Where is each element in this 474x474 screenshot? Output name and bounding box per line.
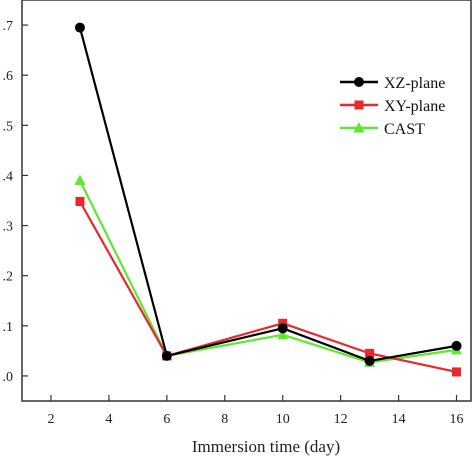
x-tick-label: 6	[163, 412, 170, 427]
series-xz-plane	[74, 22, 462, 366]
x-tick-label: 12	[334, 412, 348, 427]
data-point	[364, 355, 375, 366]
data-point	[451, 340, 462, 351]
y-tick-label: .4	[3, 169, 14, 184]
y-tick-label: .0	[3, 370, 14, 385]
x-tick-label: 14	[392, 412, 406, 427]
plot-area: .0 .1 .2 .3 .4 .5 .6 .7 2 4 6 8 10 12 14 16	[3, 0, 472, 427]
data-point	[74, 22, 85, 33]
y-tick-label: .7	[3, 19, 14, 34]
data-point	[161, 350, 172, 361]
y-tick-label: .2	[3, 270, 14, 285]
legend-swatch-marker	[354, 77, 364, 87]
legend-label: XY-plane	[384, 98, 445, 115]
legend-label: CAST	[384, 121, 425, 138]
x-tick-label: 10	[276, 412, 290, 427]
data-point	[74, 174, 86, 185]
y-tick-label: .1	[3, 320, 14, 335]
series-cast	[74, 174, 463, 367]
x-tick-label: 8	[221, 412, 228, 427]
legend-item: XZ-plane	[340, 75, 445, 92]
data-point	[277, 328, 289, 340]
data-point	[75, 197, 85, 207]
x-axis-title: Immersion time (day)	[192, 437, 340, 456]
y-tick-label: .6	[3, 69, 14, 84]
legend-item: XY-plane	[340, 98, 445, 115]
x-axis: 2 4 6 8 10 12 14 16	[47, 395, 464, 427]
series-layer	[74, 22, 463, 377]
legend-swatch-marker	[353, 122, 365, 133]
y-axis: .0 .1 .2 .3 .4 .5 .6 .7	[3, 19, 28, 385]
x-tick-label: 16	[450, 412, 464, 427]
series-line	[78, 179, 457, 364]
y-tick-label: .3	[3, 220, 14, 235]
legend: XZ-plane XY-plane CAST	[340, 75, 445, 138]
legend-swatch-marker	[354, 100, 364, 110]
legend-label: XZ-plane	[384, 75, 445, 92]
data-point	[278, 318, 288, 328]
series-line	[78, 200, 457, 374]
data-point	[452, 367, 462, 377]
y-tick-label: .5	[3, 119, 14, 134]
legend-item: CAST	[340, 121, 425, 138]
data-point	[277, 323, 288, 334]
x-tick-label: 4	[105, 412, 112, 427]
x-tick-label: 2	[47, 412, 54, 427]
plot-frame	[21, 0, 472, 402]
data-point	[365, 348, 375, 358]
